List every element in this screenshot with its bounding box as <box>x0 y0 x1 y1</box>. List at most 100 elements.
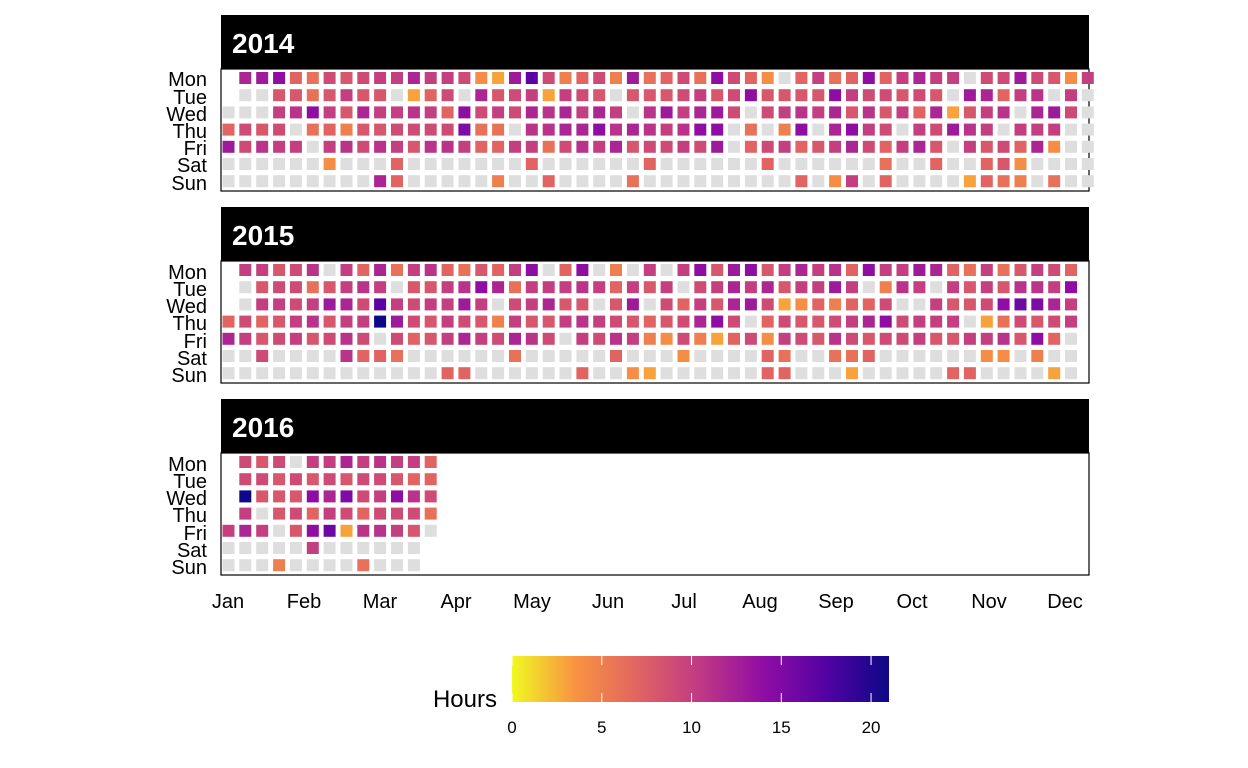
heatmap-cell <box>795 106 808 119</box>
heatmap-cell <box>289 559 302 572</box>
heatmap-cell <box>306 315 319 328</box>
heatmap-cell <box>947 350 960 362</box>
heatmap-cell <box>407 123 420 136</box>
heatmap-cell <box>323 281 336 294</box>
heatmap-cell <box>542 89 555 102</box>
heatmap-cell <box>997 106 1010 119</box>
heatmap-cell <box>509 315 521 328</box>
heatmap-cell <box>778 315 791 328</box>
heatmap-cell <box>980 106 993 119</box>
heatmap-cell <box>239 507 252 520</box>
heatmap-cell <box>744 106 757 119</box>
heatmap-cell <box>930 332 943 345</box>
heatmap-cell <box>306 473 319 486</box>
heatmap-cell <box>273 473 286 486</box>
heatmap-cell <box>273 140 286 153</box>
legend-tick-label: 5 <box>597 718 606 737</box>
heatmap-cell <box>239 106 252 119</box>
heatmap-cell <box>323 140 336 153</box>
heatmap-cell <box>374 158 387 170</box>
heatmap-cell <box>492 367 505 380</box>
heatmap-cell <box>879 350 892 362</box>
heatmap-cell <box>1048 123 1061 136</box>
heatmap-cell <box>374 298 387 311</box>
heatmap-cell <box>323 89 336 102</box>
heatmap-cell <box>829 298 842 311</box>
heatmap-cell <box>323 350 336 362</box>
heatmap-cell <box>256 123 269 136</box>
heatmap-cell <box>1065 106 1077 119</box>
heatmap-cell <box>947 332 960 345</box>
heatmap-cell <box>626 315 639 328</box>
heatmap-cell <box>273 350 286 362</box>
heatmap-cell <box>593 123 606 136</box>
heatmap-cell <box>1048 281 1061 294</box>
heatmap-cell <box>1031 350 1044 362</box>
heatmap-cell <box>795 89 808 102</box>
heatmap-cell <box>694 332 707 345</box>
heatmap-cell <box>1048 72 1061 84</box>
heatmap-cell <box>795 123 808 136</box>
heatmap-cell <box>391 123 403 136</box>
day-label-thu: Thu <box>173 505 207 527</box>
heatmap-cell <box>289 542 302 554</box>
heatmap-cell <box>660 315 673 328</box>
heatmap-cell <box>239 542 252 554</box>
heatmap-cell <box>930 315 943 328</box>
heatmap-cell <box>593 367 606 380</box>
heatmap-cell <box>458 106 471 119</box>
heatmap-cell <box>340 140 353 153</box>
heatmap-cell <box>947 106 960 119</box>
heatmap-cell <box>980 89 993 102</box>
heatmap-cell <box>677 123 690 136</box>
heatmap-cell <box>492 315 505 328</box>
heatmap-cell <box>424 123 437 136</box>
heatmap-cell <box>728 298 740 311</box>
heatmap-cell <box>1031 89 1044 102</box>
heatmap-cell <box>306 456 319 468</box>
heatmap-cell <box>559 175 572 188</box>
heatmap-cell <box>239 72 252 84</box>
tiles-2014 <box>222 72 1094 188</box>
heatmap-cell <box>643 281 656 294</box>
heatmap-cell <box>913 158 926 170</box>
heatmap-cell <box>357 175 370 188</box>
heatmap-cell <box>407 559 420 572</box>
heatmap-cell <box>407 350 420 362</box>
heatmap-cell <box>677 298 690 311</box>
heatmap-cell <box>812 315 825 328</box>
heatmap-cell <box>357 559 370 572</box>
heatmap-cell <box>323 175 336 188</box>
day-label-wed: Wed <box>166 296 207 318</box>
heatmap-cell <box>778 123 791 136</box>
heatmap-cell <box>761 298 774 311</box>
heatmap-cell <box>525 123 538 136</box>
heatmap-cell <box>475 350 488 362</box>
heatmap-cell <box>475 281 488 294</box>
heatmap-cell <box>374 264 387 276</box>
heatmap-cell <box>289 175 302 188</box>
day-label-sun: Sun <box>171 173 207 195</box>
heatmap-cell <box>256 456 269 468</box>
heatmap-cell <box>997 175 1010 188</box>
heatmap-cell <box>306 542 319 554</box>
heatmap-cell <box>879 298 892 311</box>
heatmap-cell <box>374 140 387 153</box>
heatmap-cell <box>407 264 420 276</box>
heatmap-cell <box>795 315 808 328</box>
heatmap-cell <box>610 158 622 170</box>
heatmap-cell <box>391 367 403 380</box>
heatmap-cell <box>711 123 724 136</box>
heatmap-cell <box>626 298 639 311</box>
month-label-jan: Jan <box>212 591 244 613</box>
heatmap-cell <box>610 350 622 362</box>
heatmap-cell <box>829 72 842 84</box>
heatmap-cell <box>323 456 336 468</box>
heatmap-cell <box>273 123 286 136</box>
heatmap-cell <box>660 298 673 311</box>
heatmap-cell <box>711 332 724 345</box>
heatmap-cell <box>424 175 437 188</box>
heatmap-cell <box>1048 106 1061 119</box>
heatmap-cell <box>846 72 858 84</box>
heatmap-cell <box>862 367 875 380</box>
